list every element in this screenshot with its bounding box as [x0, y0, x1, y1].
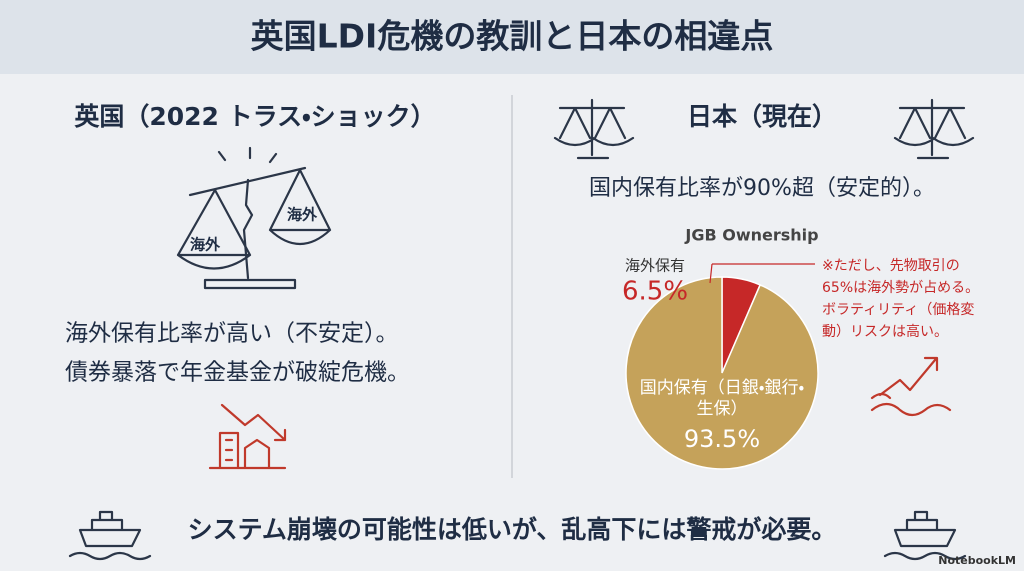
scale-label: 海外: [190, 236, 221, 254]
right-text: 国内保有比率が90%超（安定的）。: [589, 176, 935, 201]
scale-label: 海外: [287, 206, 318, 224]
pie: 海外保有 6.5% 93.5% ※ただし、先物取引の 65%は海外勢が占める。ボラティリ…: [622, 257, 979, 470]
footer-text: システム崩壊の可能性は低いが、乱高下には警戒が必要。: [188, 515, 837, 544]
left-line: 海外保有比率が高い（不安定）。: [65, 321, 399, 347]
brand: NotebookLM: [938, 554, 1016, 567]
left-heading: 英国（2022 トラス・ショック）: [74, 102, 435, 131]
slice-label: 国内保有（日銀・銀行・生保）: [639, 378, 805, 419]
annotation: ※ただし、先物取引の: [822, 258, 960, 274]
slice-category: 海外保有: [625, 257, 685, 275]
right-heading: 日本（現在）: [687, 102, 837, 131]
title: 英国LDI危機の教訓と日本の相違点: [251, 17, 774, 56]
leader-line: [709, 263, 713, 284]
crash-icon: [208, 403, 287, 470]
volatility-icon: [870, 356, 952, 417]
annotation: 動）リスクは高い。: [822, 323, 948, 340]
ship-icon: [68, 510, 967, 561]
scale-icon: [553, 98, 975, 160]
annotation: ボラティリティ（価格変: [822, 302, 974, 318]
chart-title: JGB Ownership: [684, 226, 818, 245]
slice-value: 93.5%: [684, 425, 760, 453]
left-line: 債券暴落で年金基金が破綻危機。: [65, 360, 410, 386]
pie-slice: [625, 276, 819, 470]
annotation: 65%は海外勢が占める。: [822, 280, 979, 296]
title-band: [0, 0, 1024, 74]
slice-value: 6.5%: [622, 277, 688, 307]
broken-scale-icon: [176, 146, 332, 290]
